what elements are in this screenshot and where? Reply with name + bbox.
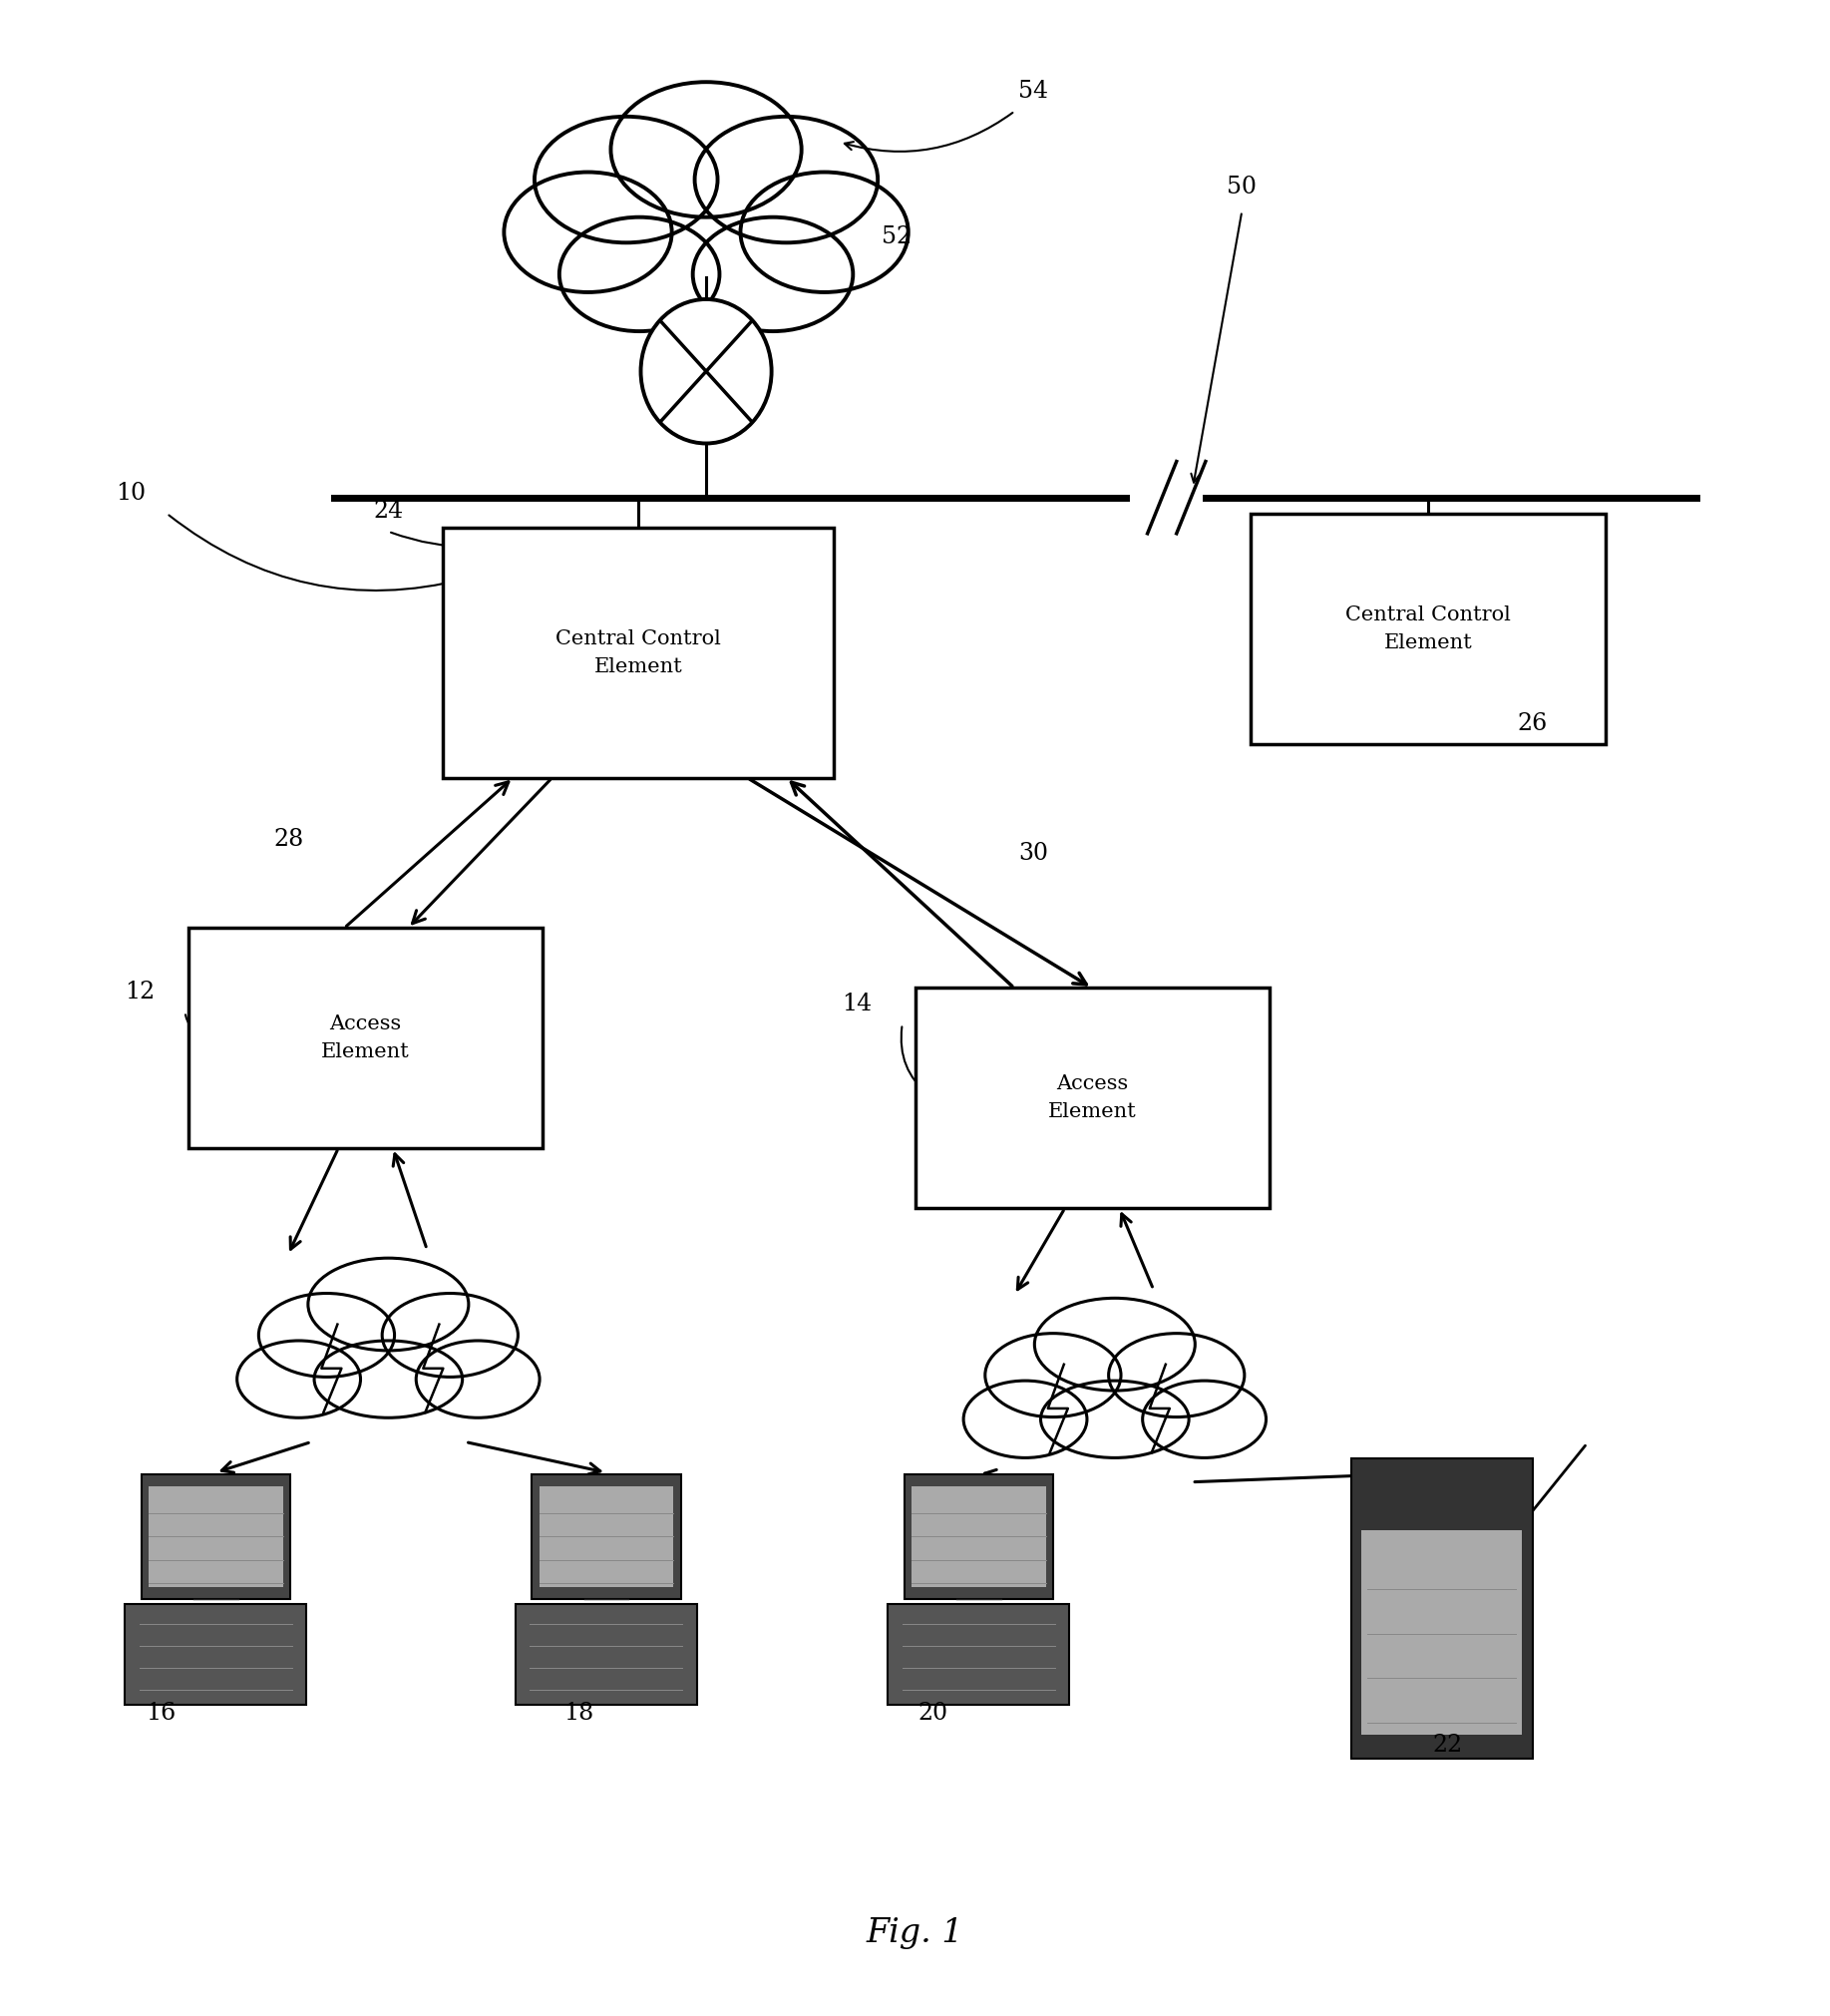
FancyBboxPatch shape	[141, 1474, 291, 1599]
Ellipse shape	[415, 1341, 540, 1417]
Ellipse shape	[311, 1294, 465, 1403]
FancyBboxPatch shape	[148, 1486, 284, 1587]
FancyBboxPatch shape	[533, 1474, 681, 1599]
Text: 10: 10	[115, 482, 145, 504]
Ellipse shape	[307, 1258, 468, 1351]
Ellipse shape	[382, 1294, 518, 1377]
Text: 16: 16	[146, 1702, 176, 1724]
Ellipse shape	[611, 83, 802, 218]
FancyBboxPatch shape	[188, 927, 544, 1149]
Text: 50: 50	[1226, 175, 1257, 200]
FancyBboxPatch shape	[443, 528, 833, 778]
FancyBboxPatch shape	[911, 1486, 1045, 1587]
FancyBboxPatch shape	[1351, 1458, 1532, 1758]
FancyBboxPatch shape	[1362, 1530, 1521, 1736]
Text: 54: 54	[1017, 79, 1049, 103]
Ellipse shape	[258, 1294, 395, 1377]
FancyBboxPatch shape	[516, 1605, 697, 1706]
Ellipse shape	[1038, 1333, 1191, 1443]
Ellipse shape	[1041, 1381, 1190, 1458]
Text: Fig. 1: Fig. 1	[866, 1917, 964, 1949]
Ellipse shape	[695, 117, 878, 242]
Ellipse shape	[602, 127, 811, 306]
Ellipse shape	[741, 171, 908, 292]
FancyBboxPatch shape	[1252, 514, 1605, 744]
Text: 14: 14	[842, 992, 871, 1016]
Circle shape	[640, 298, 772, 444]
Text: 24: 24	[373, 500, 403, 522]
FancyBboxPatch shape	[904, 1474, 1052, 1599]
Ellipse shape	[534, 117, 717, 242]
Ellipse shape	[1142, 1381, 1266, 1458]
Text: 28: 28	[273, 829, 304, 851]
FancyBboxPatch shape	[888, 1605, 1069, 1706]
Text: 22: 22	[1433, 1734, 1462, 1756]
Ellipse shape	[694, 218, 853, 331]
Text: Access
Element: Access Element	[322, 1014, 410, 1062]
FancyBboxPatch shape	[124, 1605, 307, 1706]
Ellipse shape	[985, 1333, 1122, 1417]
Ellipse shape	[503, 171, 672, 292]
FancyBboxPatch shape	[915, 988, 1270, 1208]
Text: Central Control
Element: Central Control Element	[1345, 605, 1512, 651]
Ellipse shape	[315, 1341, 463, 1417]
Text: 52: 52	[882, 226, 911, 248]
Text: 20: 20	[919, 1702, 948, 1724]
Ellipse shape	[1034, 1298, 1195, 1391]
Ellipse shape	[963, 1381, 1087, 1458]
FancyBboxPatch shape	[540, 1486, 673, 1587]
Text: 18: 18	[564, 1702, 595, 1724]
Text: Access
Element: Access Element	[1049, 1075, 1136, 1121]
Text: 26: 26	[1517, 712, 1548, 736]
Text: 12: 12	[124, 980, 154, 1004]
Ellipse shape	[238, 1341, 361, 1417]
Text: Central Control
Element: Central Control Element	[554, 629, 721, 675]
Ellipse shape	[560, 218, 719, 331]
Ellipse shape	[1109, 1333, 1244, 1417]
Text: 30: 30	[1017, 843, 1049, 865]
